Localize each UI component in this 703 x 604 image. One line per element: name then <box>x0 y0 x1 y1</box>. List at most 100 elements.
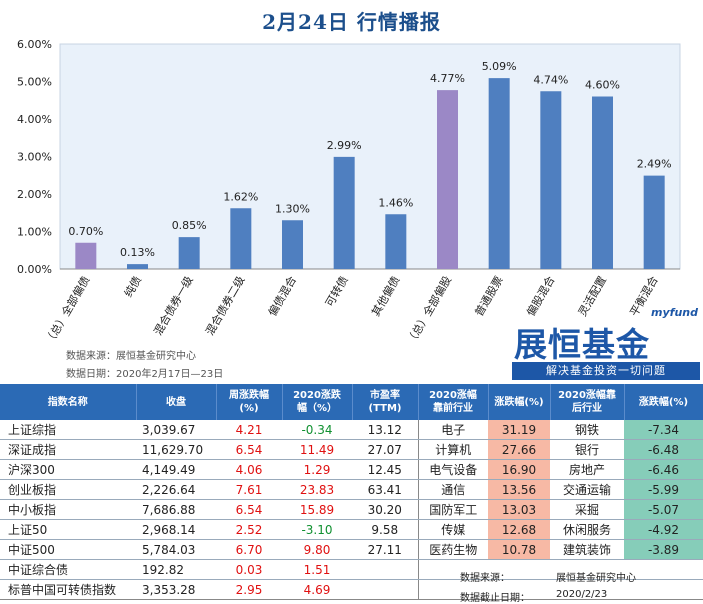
bar-chart: 0.00% 1.00% 2.00% 3.00% 4.00% 5.00% 6.00% 0.70%… <box>17 38 681 345</box>
cell-close: 7,686.88 <box>136 499 216 520</box>
cell-week: 2.52 <box>216 519 282 540</box>
bar <box>75 242 97 269</box>
cell-pe <box>352 559 418 580</box>
column-header: 指数名称 <box>0 384 137 420</box>
cell-ytd: 4.69 <box>282 579 352 600</box>
column-header: 2020涨跌 幅（%） <box>282 384 353 420</box>
cell-top-chg <box>488 579 550 600</box>
cell-week: 6.70 <box>216 539 282 560</box>
cell-ytd: 11.49 <box>282 439 352 460</box>
data-label: 2.49% <box>637 158 672 171</box>
y-tick-label: 6.00% <box>17 38 52 51</box>
cell-week: 6.54 <box>216 439 282 460</box>
column-header: 涨跌幅(%) <box>624 384 703 420</box>
cell-pe: 63.41 <box>352 479 418 500</box>
x-tick-label: （总）全部偏股 <box>403 274 454 345</box>
cell-top: 计算机 <box>417 439 488 460</box>
cell-ytd: 9.80 <box>282 539 352 560</box>
cell-name: 中证综合债 <box>0 559 136 580</box>
data-label: 4.77% <box>430 72 465 85</box>
cell-close: 4,149.49 <box>136 459 216 480</box>
cell-ytd: 1.29 <box>282 459 352 480</box>
cell-ytd: 15.89 <box>282 499 352 520</box>
cell-bot: 钢铁 <box>550 420 624 440</box>
cell-ytd: 23.83 <box>282 479 352 500</box>
cell-name: 上证综指 <box>0 420 136 440</box>
table-row: 上证50 2,968.14 2.52 -3.10 9.58 传媒 12.68 休闲服务 -4.9… <box>0 519 703 540</box>
x-tick-label: 偏债混合 <box>265 274 299 319</box>
logo-name: 展恒基金 <box>514 325 650 364</box>
table-row: 中证500 5,784.03 6.70 9.80 27.11 医药生物 10.78 建筑装饰 -… <box>0 539 703 560</box>
x-tick-label: 普通股票 <box>472 274 506 319</box>
bar <box>282 220 303 269</box>
cell-name: 标普中国可转债指数 <box>0 579 136 600</box>
cell-bot: 建筑装饰 <box>550 539 624 560</box>
bar <box>437 90 458 269</box>
cell-top <box>417 579 488 600</box>
x-tick-label: 可转债 <box>322 274 351 310</box>
cell-pe: 12.45 <box>352 459 418 480</box>
y-tick-label: 3.00% <box>17 151 52 164</box>
market-table: 指数名称 收盘 周涨跌幅 (%) 2020涨跌 幅（%） 市盈率 (TTM) 2020涨幅… <box>0 384 703 600</box>
x-tick-label: 其他偏债 <box>368 274 402 319</box>
data-label: 1.62% <box>223 190 258 203</box>
bar <box>385 214 407 269</box>
cell-name: 中证500 <box>0 539 136 560</box>
cell-close: 11,629.70 <box>136 439 216 460</box>
footer-source-label: 数据来源： <box>460 573 510 584</box>
cell-bot-chg: -6.48 <box>624 439 703 460</box>
page-title: 2月24日 行情播报 <box>262 10 441 34</box>
cell-close: 2,968.14 <box>136 519 216 540</box>
cell-name: 深证成指 <box>0 439 136 460</box>
data-label: 1.46% <box>378 196 413 209</box>
cell-bot: 银行 <box>550 439 624 460</box>
cell-bot-chg: -5.07 <box>624 499 703 520</box>
cell-top: 电气设备 <box>417 459 488 480</box>
cell-bot: 休闲服务 <box>550 519 624 540</box>
x-tick-label: （总）全部偏债 <box>42 274 93 345</box>
table-header-row: 指数名称 收盘 周涨跌幅 (%) 2020涨跌 幅（%） 市盈率 (TTM) 2020涨幅… <box>0 384 703 420</box>
cell-week: 6.54 <box>216 499 282 520</box>
cell-close: 5,784.03 <box>136 539 216 560</box>
x-tick-label: 纯债 <box>121 274 144 300</box>
cell-top-chg: 27.66 <box>488 439 550 460</box>
cell-name: 沪深300 <box>0 459 136 480</box>
cell-close: 3,039.67 <box>136 420 216 440</box>
chart-date: 数据日期：2020年2月17日—23日 <box>66 369 224 380</box>
table-row: 中证综合债 192.82 0.03 1.51 <box>0 559 703 580</box>
x-tick-label: 混合债券一级 <box>151 274 196 338</box>
cell-pe: 27.07 <box>352 439 418 460</box>
cell-top: 国防军工 <box>417 499 488 520</box>
data-label: 5.09% <box>482 60 517 73</box>
data-label: 1.30% <box>275 202 310 215</box>
cell-top: 通信 <box>417 479 488 500</box>
table-row: 标普中国可转债指数 3,353.28 2.95 4.69 <box>0 579 703 600</box>
cell-close: 2,226.64 <box>136 479 216 500</box>
column-header: 周涨跌幅 (%) <box>216 384 283 420</box>
cell-top <box>417 559 488 580</box>
cell-week: 7.61 <box>216 479 282 500</box>
cell-top-chg: 10.78 <box>488 539 550 560</box>
cell-top: 医药生物 <box>417 539 488 560</box>
cell-top-chg: 13.56 <box>488 479 550 500</box>
table-row: 中小板指 7,686.88 6.54 15.89 30.20 国防军工 13.03 采掘 -5.… <box>0 499 703 520</box>
footer-date-label: 数据截止日期： <box>460 593 530 604</box>
cell-bot-chg: -5.99 <box>624 479 703 500</box>
logo-slogan: 解决基金投资一切问题 <box>512 362 700 380</box>
bar <box>333 156 355 269</box>
data-label: 0.13% <box>120 246 155 259</box>
cell-ytd: 1.51 <box>282 559 352 580</box>
data-label: 4.60% <box>585 79 620 92</box>
cell-bot <box>550 559 624 580</box>
column-header: 收盘 <box>136 384 217 420</box>
bar <box>592 96 613 269</box>
cell-bot-chg: -3.89 <box>624 539 703 560</box>
cell-bot-chg: -4.92 <box>624 519 703 540</box>
cell-bot-chg: -7.34 <box>624 420 703 440</box>
x-tick-label: 混合债券二级 <box>202 274 247 338</box>
cell-name: 中小板指 <box>0 499 136 520</box>
cell-ytd: -3.10 <box>282 519 352 540</box>
cell-week: 2.95 <box>216 579 282 600</box>
bar <box>540 91 562 269</box>
cell-pe <box>352 579 418 600</box>
